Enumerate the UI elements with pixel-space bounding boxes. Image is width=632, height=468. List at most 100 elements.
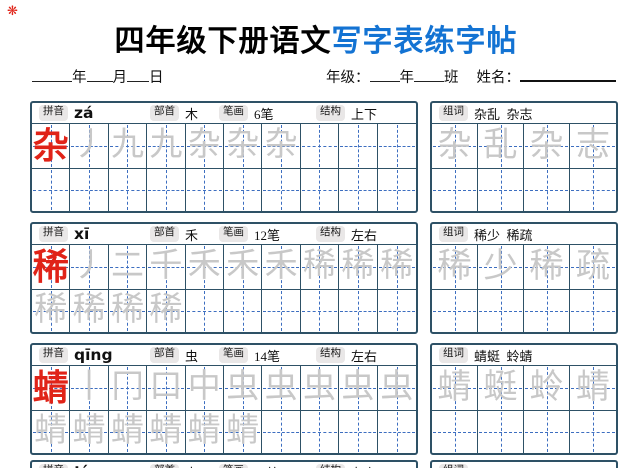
- strokes-label-badge: 笔画: [219, 347, 248, 363]
- radical-label-badge: 部首: [150, 105, 179, 121]
- block-header: 拼音 xī 部首禾 笔画 12笔 结构 左右: [32, 224, 416, 245]
- char-block: 拼音 zá 部首木笔画 6笔 结构 上下杂丿九九杂杂杂: [30, 101, 418, 213]
- date-month-label: 月: [112, 70, 128, 86]
- pinyin-value: xī: [74, 225, 90, 243]
- stroke-trace-char: 稀: [34, 292, 68, 329]
- stroke-trace-char: 虫: [226, 369, 260, 406]
- stroke-trace-char: 稀: [110, 292, 144, 329]
- char-block: 拼音 tíng部首 虫 笔画 12笔 结构 左右: [30, 460, 418, 468]
- stroke-trace-char: 中: [187, 369, 221, 406]
- char-block: 拼音 xī 部首禾笔画 12笔 结构 左右稀丿二千禾禾禾稀稀稀稀稀稀稀: [30, 222, 418, 334]
- practice-cell: 蜻: [70, 409, 109, 453]
- word-trace-char: 蜻: [576, 368, 610, 406]
- main-character: 蜻: [32, 367, 69, 408]
- words-cell: [478, 409, 524, 453]
- practice-cell: 禾: [262, 245, 301, 289]
- radical-label-badge: 部首: [150, 226, 179, 242]
- words-grid: 杂乱杂志: [432, 124, 616, 211]
- word-trace-char: 杂: [437, 126, 472, 164]
- practice-cell: [108, 167, 148, 211]
- structure-label-badge: 结构: [316, 464, 345, 468]
- practice-cell: 杂: [186, 124, 224, 168]
- structure-label-badge: 结构: [316, 347, 345, 363]
- practice-cell: 杂: [224, 124, 263, 168]
- date-day-label: 日: [149, 70, 164, 86]
- stroke-trace-char: 虫: [302, 369, 336, 406]
- grade-class-fields: 年级： 年 班: [326, 66, 459, 87]
- practice-cell: 稀: [32, 245, 71, 289]
- main-character: 杂: [32, 125, 69, 166]
- char-block: 拼音 qīng 部首虫笔画 14笔 结构 左右蜻丨冂口中虫虫虫虫虫蜻蜻蜻蜻蜻蜻: [30, 343, 418, 455]
- pinyin-label-badge: 拼音: [39, 464, 68, 468]
- radical-value: 禾: [185, 227, 199, 243]
- strokes-label-badge: 笔画: [219, 464, 248, 468]
- practice-cell: 禾: [186, 245, 224, 289]
- stroke-trace-char: 九: [110, 127, 144, 164]
- practice-grid: 稀丿二千禾禾禾稀稀稀稀稀稀稀: [32, 245, 416, 332]
- student-fields: 年级： 年 班 姓名：: [326, 66, 616, 87]
- practice-cell: 蜻: [185, 409, 224, 453]
- blank-underline: [86, 69, 113, 82]
- page-title-black: 四年级下册语文: [114, 25, 332, 58]
- practice-cell: 虫: [301, 366, 340, 410]
- words-cell: [570, 409, 616, 454]
- words-block: 组词: [430, 460, 618, 468]
- date-year-label: 年: [72, 70, 87, 86]
- stroke-trace-char: 冂: [110, 369, 144, 406]
- words-cell: [478, 288, 524, 332]
- practice-cell: 稀: [108, 288, 148, 332]
- words-cell: [432, 288, 478, 332]
- stroke-trace-char: 稀: [149, 292, 183, 329]
- strokes-value: 12笔: [254, 463, 302, 468]
- practice-cell: [185, 167, 224, 211]
- radical-value: 虫: [185, 348, 199, 364]
- words-cell: 稀: [524, 245, 570, 289]
- words-grid: 稀少稀疏: [432, 245, 616, 332]
- blank-underline: [520, 69, 616, 82]
- practice-cell: 蜻: [224, 409, 263, 453]
- words-cell: 杂: [432, 124, 478, 168]
- practice-cell: 丿: [70, 245, 109, 289]
- word-trace-char: 乱: [483, 126, 518, 164]
- practice-cell: [70, 167, 109, 211]
- stroke-trace-char: 千: [149, 248, 183, 285]
- practice-cell: [377, 288, 416, 333]
- practice-cell: 九: [109, 124, 148, 168]
- practice-cell: [185, 288, 224, 332]
- practice-cell: 冂: [109, 366, 148, 410]
- main-character: 稀: [32, 246, 69, 287]
- words-header: 组词 稀少 稀疏: [432, 224, 616, 245]
- practice-cell: 千: [147, 245, 186, 289]
- stroke-trace-char: 丨: [72, 369, 106, 406]
- practice-cell: [224, 288, 263, 332]
- words-label-badge: 组词: [439, 226, 468, 242]
- structure-value: 左右: [351, 463, 377, 468]
- block-header: 拼音 zá 部首木 笔画 6笔 结构 上下: [32, 103, 416, 124]
- structure-label-badge: 结构: [316, 105, 345, 121]
- stroke-trace-char: 禾: [226, 248, 260, 285]
- radical-value: 虫: [185, 463, 211, 468]
- stroke-trace-char: 禾: [264, 248, 298, 285]
- word-trace-char: 志: [576, 126, 610, 164]
- practice-cell: [339, 167, 378, 211]
- pinyin-value: qīng: [74, 346, 113, 364]
- words-cell: 志: [570, 124, 616, 168]
- practice-cell: [378, 124, 416, 168]
- practice-cell: 虫: [262, 366, 301, 410]
- word-trace-char: 蜻: [437, 368, 472, 406]
- stroke-trace-char: 杂: [226, 127, 260, 164]
- words-cell: 蛉: [524, 366, 570, 410]
- radical-label-badge: 部首: [150, 464, 179, 468]
- pinyin-label-badge: 拼音: [39, 105, 68, 121]
- practice-cell: 中: [186, 366, 224, 410]
- words-cell: [524, 167, 570, 211]
- words-block: 组词 杂乱 杂志杂乱杂志: [430, 101, 618, 213]
- practice-cell: 杂: [32, 124, 71, 168]
- meta-line: 年 月 日 年级： 年 班 姓名：: [32, 66, 616, 87]
- stroke-trace-char: 稀: [341, 248, 375, 285]
- words-cell: 疏: [570, 245, 616, 289]
- words-label-badge: 组词: [439, 105, 468, 121]
- word-trace-char: 稀: [529, 247, 564, 285]
- pinyin-label-badge: 拼音: [39, 226, 68, 242]
